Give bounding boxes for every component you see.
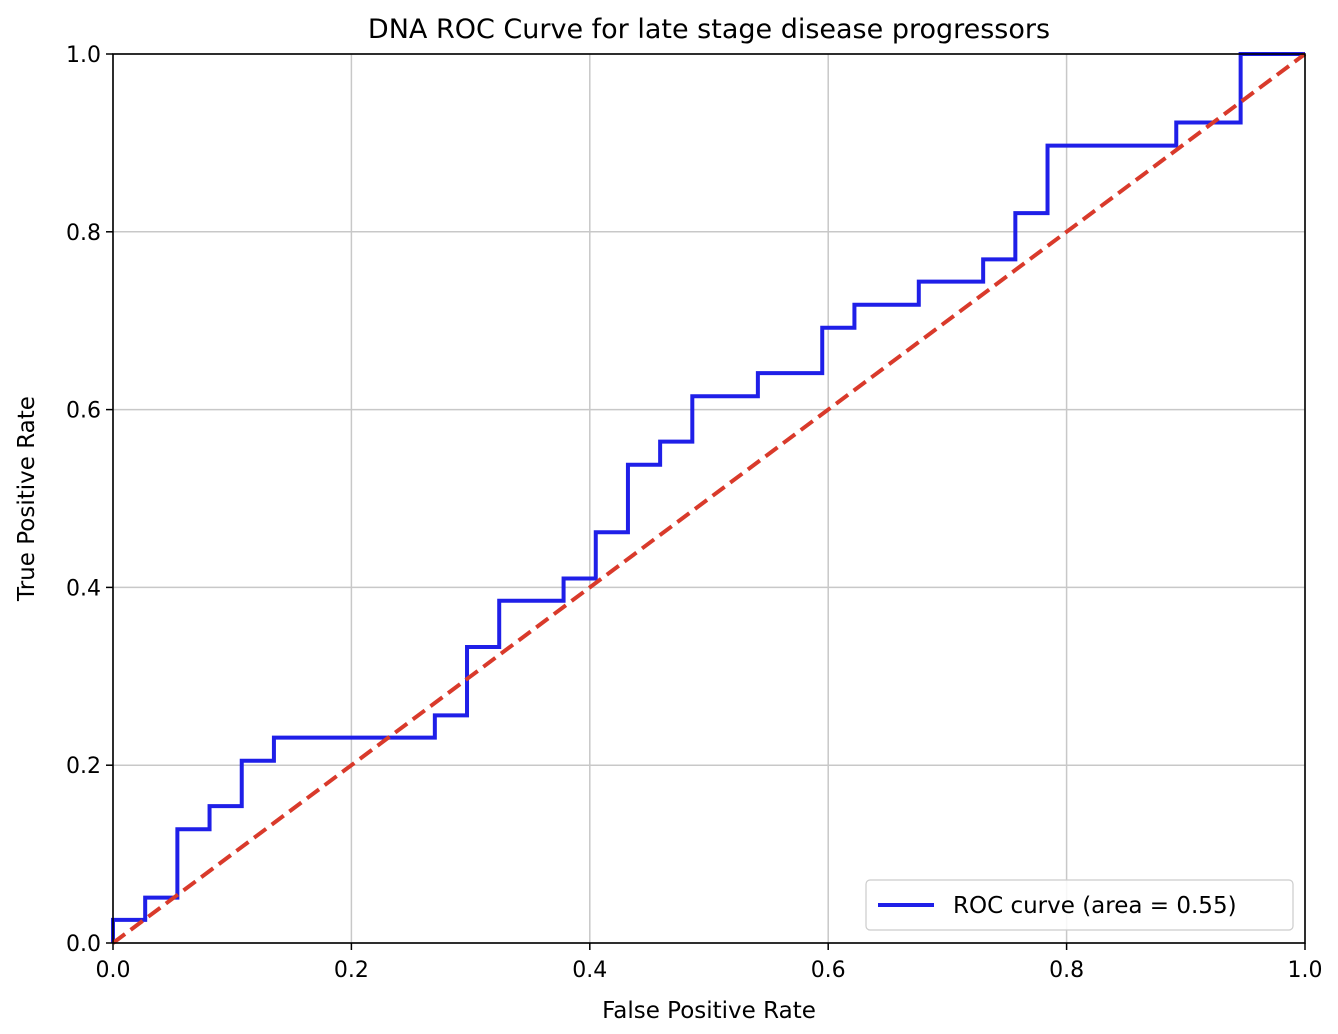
x-axis-label: False Positive Rate (602, 998, 816, 1024)
chart-title: DNA ROC Curve for late stage disease pro… (368, 14, 1050, 45)
legend-label-roc: ROC curve (area = 0.55) (953, 893, 1237, 919)
legend-box (865, 879, 1294, 931)
axis-ticks: 0.0 0.2 0.4 0.6 0.8 1.0 0.0 0.2 0.4 0.6 0.8 1.0 (66, 43, 1323, 983)
plot-frame (112, 53, 1306, 944)
x-tick-label: 0.4 (572, 958, 607, 983)
x-tick-label: 0.2 (334, 958, 369, 983)
y-tick-label: 0.0 (66, 932, 101, 957)
y-tick-label: 1.0 (66, 43, 101, 68)
x-tick-label: 0.8 (1049, 958, 1084, 983)
y-tick-label: 0.6 (66, 399, 101, 424)
x-tick-label: 0.6 (811, 958, 846, 983)
roc-curve-line (111, 52, 1305, 943)
series-layer (111, 52, 1307, 945)
y-tick-label: 0.8 (66, 221, 101, 246)
x-tick-label: 1.0 (1288, 958, 1323, 983)
y-tick-label: 0.4 (66, 576, 101, 601)
chance-diagonal-line (111, 52, 1307, 945)
y-axis-label: True Positive Rate (14, 396, 40, 602)
legend: ROC curve (area = 0.55) (865, 879, 1294, 931)
x-tick-label: 0.0 (96, 958, 131, 983)
y-tick-label: 0.2 (66, 754, 101, 779)
